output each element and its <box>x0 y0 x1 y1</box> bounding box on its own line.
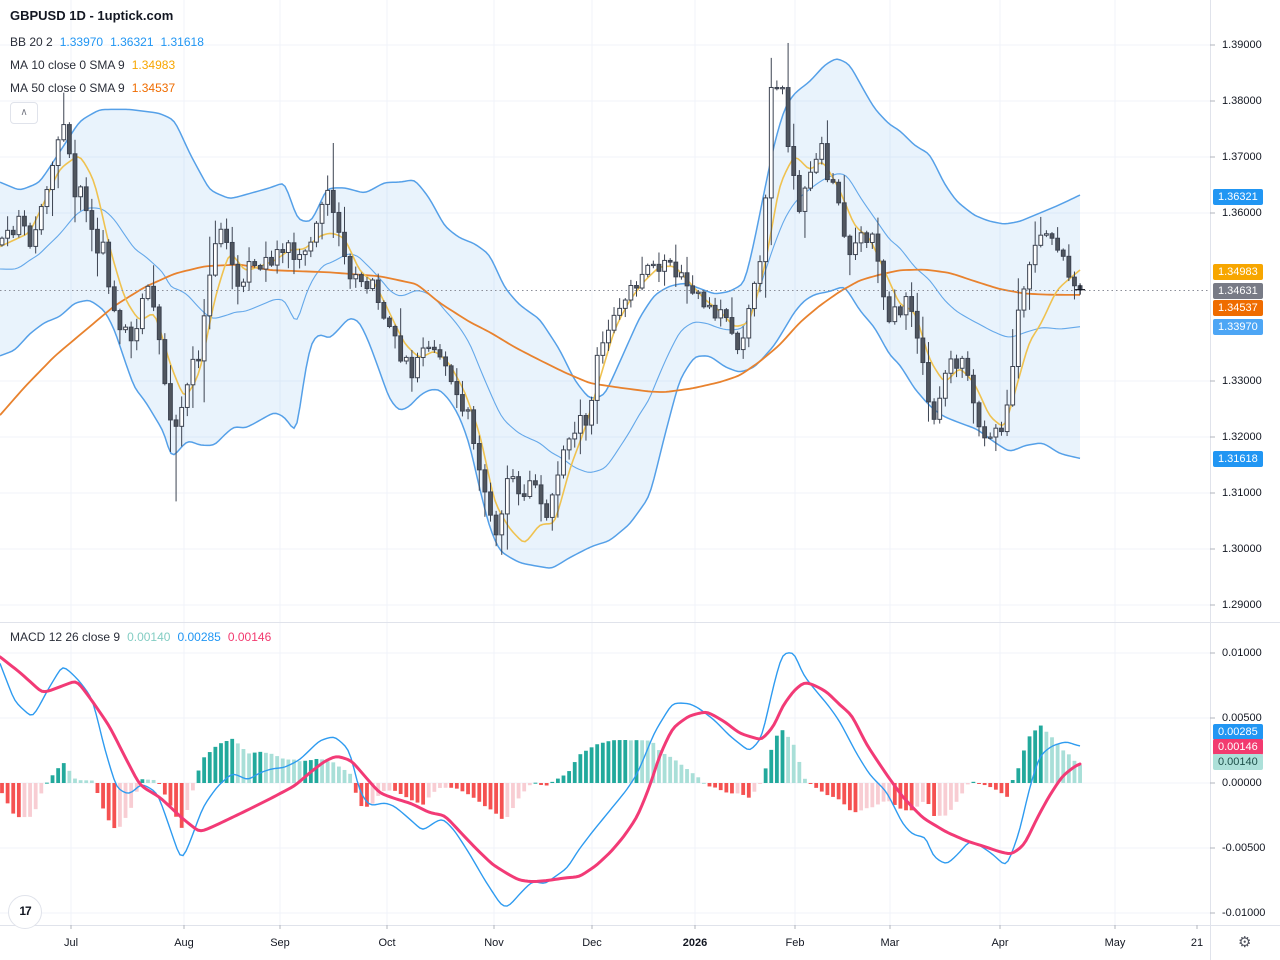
macd-axis-label: 0.01000 <box>1222 647 1262 659</box>
tradingview-logo-text: 17 <box>19 904 31 918</box>
price-badge-last-price: 1.34631 <box>1213 283 1263 299</box>
macd-axis-label: 0.00000 <box>1222 777 1262 789</box>
macd-hist-value: 0.00140 <box>127 630 171 644</box>
tradingview-logo[interactable]: 17 <box>8 895 42 929</box>
time-axis-label: Dec <box>582 937 602 949</box>
time-axis-label: 21 <box>1190 937 1204 949</box>
macd-badge-macd-hist: 0.00140 <box>1213 754 1263 770</box>
ma50-label: MA 50 close 0 SMA 9 <box>10 81 125 95</box>
time-axis-label: Mar <box>880 937 900 949</box>
price-badge-ma50: 1.34537 <box>1213 300 1263 316</box>
price-badge-bb-basis: 1.33970 <box>1213 319 1263 335</box>
price-axis-label: 1.37000 <box>1222 151 1262 163</box>
bb-upper-value: 1.36321 <box>110 35 154 49</box>
ma50 <box>0 263 1081 416</box>
indicator-row-macd[interactable]: MACD 12 26 close 9 0.00140 0.00285 0.001… <box>10 630 271 644</box>
price-axis-label: 1.36000 <box>1222 207 1262 219</box>
macd-axis-label: -0.01000 <box>1222 907 1266 919</box>
macd-signal-line <box>0 655 1082 884</box>
candles-layer <box>0 42 1083 555</box>
ma50-line <box>0 263 1081 416</box>
symbol-title: GBPUSD 1D - 1uptick.com <box>10 8 174 23</box>
macd-axis-label: 0.00500 <box>1222 712 1262 724</box>
chevron-up-icon: ∧ <box>20 107 28 118</box>
ma10-value: 1.34983 <box>131 58 176 72</box>
macd-line <box>0 652 1081 907</box>
time-axis-label: Feb <box>785 937 805 949</box>
bollinger-upper-line <box>0 58 1081 399</box>
ma10-line <box>0 156 1081 543</box>
grid-lines <box>0 0 1210 925</box>
bb-basis-value: 1.33970 <box>59 35 104 49</box>
indicator-row-ma50[interactable]: MA 50 close 0 SMA 9 1.34537 <box>10 81 175 95</box>
ma10-label: MA 10 close 0 SMA 9 <box>10 58 125 72</box>
time-axis-label: Apr <box>991 937 1009 949</box>
bb-lower-value: 1.31618 <box>160 35 204 49</box>
price-axis-label: 1.31000 <box>1222 487 1262 499</box>
macd-line-value: 0.00285 <box>177 630 221 644</box>
time-axis-label: Oct <box>378 937 396 949</box>
macd-signal-value: 0.00146 <box>227 630 272 644</box>
price-axis-label: 1.38000 <box>1222 95 1262 107</box>
time-axis-label: Aug <box>174 937 194 949</box>
price-badge-bb-upper: 1.36321 <box>1213 189 1263 205</box>
symbol-title-row[interactable]: GBPUSD 1D - 1uptick.com <box>10 8 173 23</box>
price-badge-ma10: 1.34983 <box>1213 264 1263 280</box>
macd-line-layer <box>0 652 1081 907</box>
ma10 <box>0 156 1081 543</box>
bb-label: BB 20 2 <box>10 35 53 49</box>
last-price-marker <box>1075 284 1086 295</box>
macd-badge-macd-line: 0.00285 <box>1213 724 1263 740</box>
time-axis-label: May <box>1104 937 1126 949</box>
bollinger-lower-line <box>0 286 1081 569</box>
price-axis-label: 1.33000 <box>1222 375 1262 387</box>
indicator-row-bb[interactable]: BB 20 2 1.33970 1.36321 1.31618 <box>10 35 204 49</box>
time-axis-label: Sep <box>270 937 290 949</box>
time-axis-label: 2026 <box>682 937 708 949</box>
time-axis-label: Nov <box>484 937 504 949</box>
price-badge-bb-lower: 1.31618 <box>1213 451 1263 467</box>
macd-axis-label: -0.00500 <box>1222 842 1266 854</box>
price-axis-label: 1.39000 <box>1222 39 1262 51</box>
price-axis-label: 1.29000 <box>1222 599 1262 611</box>
collapse-pane-button[interactable]: ∧ <box>10 102 38 124</box>
price-axis-label: 1.32000 <box>1222 431 1262 443</box>
indicator-row-ma10[interactable]: MA 10 close 0 SMA 9 1.34983 <box>10 58 175 72</box>
macd-badge-macd-signal: 0.00146 <box>1213 739 1263 755</box>
time-axis-label: Jul <box>63 937 79 949</box>
macd-signal-layer <box>0 655 1082 884</box>
price-axis-label: 1.30000 <box>1222 543 1262 555</box>
ma50-value: 1.34537 <box>131 81 176 95</box>
macd-label: MACD 12 26 close 9 <box>10 630 121 644</box>
timezone-settings-gear-icon[interactable]: ⚙ <box>1238 934 1252 951</box>
